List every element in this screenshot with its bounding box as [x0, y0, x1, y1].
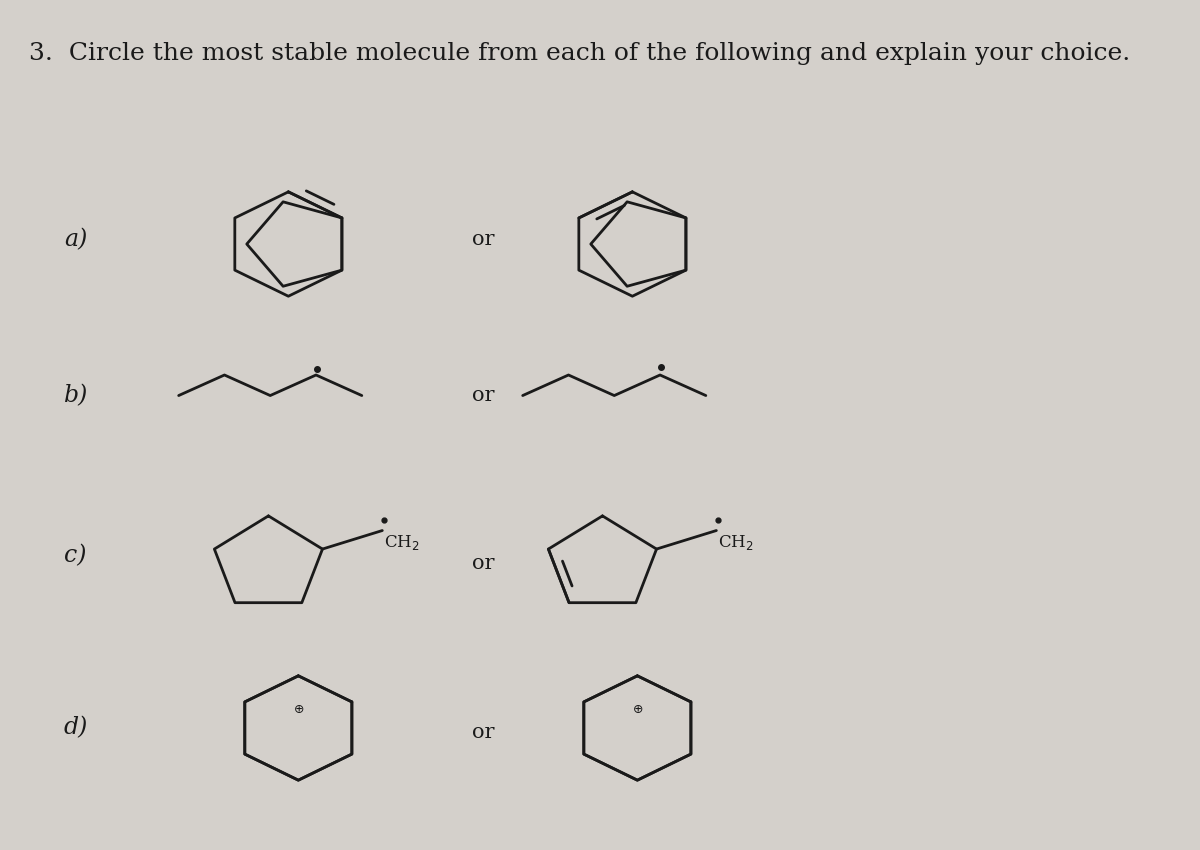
Text: CH$_2$: CH$_2$: [719, 533, 754, 552]
Text: $\oplus$: $\oplus$: [293, 703, 304, 717]
Text: or: or: [472, 230, 494, 249]
Text: a): a): [64, 229, 88, 252]
Text: d): d): [64, 717, 89, 740]
Text: or: or: [472, 386, 494, 405]
Text: or: or: [472, 722, 494, 742]
Text: CH$_2$: CH$_2$: [384, 533, 420, 552]
Text: 3.  Circle the most stable molecule from each of the following and explain your : 3. Circle the most stable molecule from …: [29, 42, 1130, 65]
Text: b): b): [64, 384, 89, 407]
Text: or: or: [472, 554, 494, 574]
Text: c): c): [64, 544, 86, 567]
Text: $\oplus$: $\oplus$: [631, 703, 643, 717]
